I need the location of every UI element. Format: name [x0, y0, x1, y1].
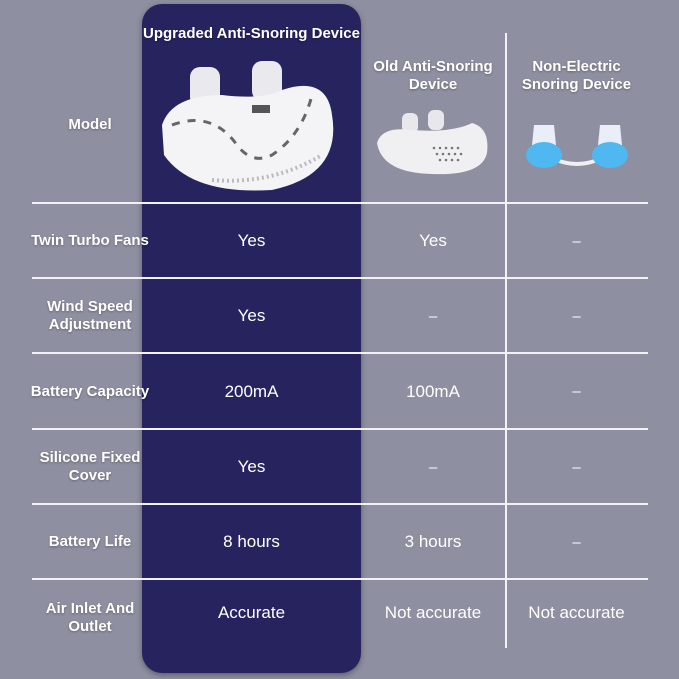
row-label: Wind Speed Adjustment	[47, 298, 133, 333]
cell-value: Yes	[419, 231, 447, 250]
cell-value: Yes	[237, 306, 266, 325]
row-divider	[32, 352, 648, 354]
column-title-upgraded: Upgraded Anti-Snoring Device	[143, 25, 360, 42]
cell-value: –	[428, 307, 438, 325]
cell-value: 100mA	[406, 381, 460, 401]
cell-value: 8 hours	[223, 532, 280, 551]
cell-value: –	[572, 307, 581, 325]
cell-value: Yes	[237, 457, 266, 476]
row-label: Twin Turbo Fans	[31, 232, 149, 249]
cell-value: Accurate	[217, 603, 286, 622]
upgraded-device-image	[162, 61, 334, 191]
cell-value: 3 hours	[404, 532, 462, 551]
column-title-old: Old Anti-Snoring Device	[373, 58, 493, 93]
row-label: Air Inlet And Outlet	[45, 600, 135, 635]
old-device-image	[377, 110, 488, 175]
row-divider	[32, 277, 648, 279]
column-title-non-electric: Non-Electric Snoring Device	[521, 58, 632, 93]
cell-value: –	[572, 458, 581, 476]
row-label: Battery Life	[48, 533, 132, 550]
cell-value: Not accurate	[384, 603, 482, 622]
row-divider	[32, 503, 648, 505]
cell-value: –	[572, 232, 581, 250]
cell-value: –	[572, 533, 581, 551]
non-electric-device-image	[526, 125, 628, 168]
row-divider	[32, 202, 648, 204]
cell-value: –	[428, 458, 438, 476]
cell-value: Not accurate	[528, 603, 625, 622]
row-label: Silicone Fixed Cover	[39, 449, 141, 484]
row-divider	[32, 428, 648, 430]
column-divider	[505, 33, 507, 648]
cell-value: –	[572, 383, 581, 400]
row-divider	[32, 578, 648, 580]
cell-value: 200mA	[224, 381, 279, 401]
row-label: Battery Capacity	[30, 382, 150, 400]
row-label-model: Model	[68, 116, 112, 133]
cell-value: Yes	[237, 231, 266, 250]
